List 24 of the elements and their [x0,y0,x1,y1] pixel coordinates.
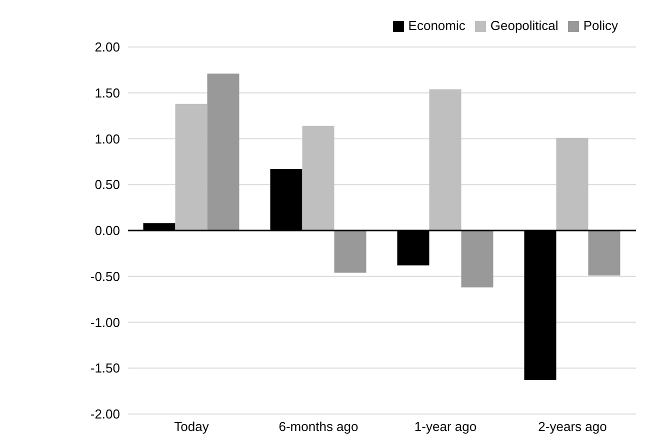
y-tick-label: -2.00 [90,406,120,422]
legend-label: Geopolitical [490,18,558,33]
bar [588,230,620,276]
y-tick-label: 0.50 [94,177,120,192]
y-tick-label: 0.00 [94,223,120,238]
bar [556,138,588,230]
y-tick-label: 1.50 [94,85,120,100]
bar [302,126,334,230]
x-tick-label: 6-months ago [278,419,358,434]
bar [429,89,462,230]
x-tick-label: Today [174,419,210,434]
y-tick-label: -1.50 [90,360,120,376]
y-tick-label: 1.00 [94,131,120,146]
y-tick-label: -0.50 [90,268,120,284]
x-tick-label: 2-years ago [538,419,607,434]
bar [461,230,494,288]
y-tick-label: -1.00 [90,314,120,330]
legend-label: Policy [583,18,618,33]
bar [334,230,366,273]
y-tick-label: 2.00 [94,40,120,55]
x-tick-label: 1-year ago [414,419,477,434]
legend-label: Economic [408,18,466,33]
bar [175,104,208,230]
bar [207,74,240,230]
